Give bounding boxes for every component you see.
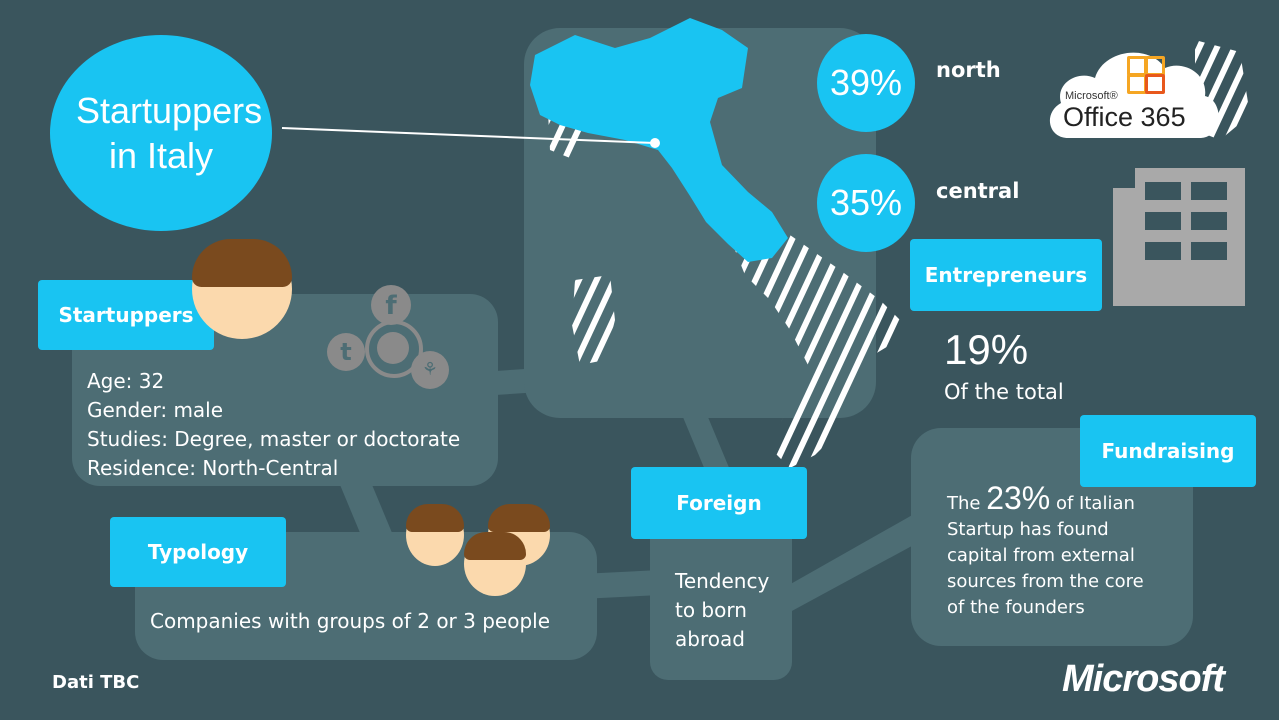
office-icon [1125, 54, 1165, 94]
central-percent: 35% [829, 182, 903, 223]
startuppers-label: Startuppers [38, 280, 214, 350]
office-brand: Microsoft® [1065, 90, 1118, 102]
office365-logo: Microsoft® Office 365 [1043, 38, 1223, 146]
typology-text: Companies with groups of 2 or 3 people [150, 609, 551, 633]
fundraising-line-4: of the founders [947, 597, 1085, 618]
facebook-icon: f [371, 285, 411, 325]
north-label: north [936, 58, 1001, 82]
source-note: Dati TBC [52, 672, 140, 693]
fundraising-text: The 23% of Italian Startup has found cap… [947, 482, 1144, 621]
entrepreneurs-caption: Of the total [944, 380, 1064, 404]
fundraising-line-2: capital from external [947, 545, 1135, 566]
fundraising-prefix: The [947, 493, 987, 514]
north-percent: 39% [829, 62, 903, 103]
foreign-line-1: Tendency [675, 569, 770, 593]
fundraising-line-3: sources from the core [947, 571, 1144, 592]
fundraising-label: Fundraising [1080, 415, 1256, 487]
detail-residence: Residence: North-Central [87, 456, 339, 480]
page-title: Startuppers in Italy [76, 90, 263, 176]
entrepreneurs-value: 19% [944, 326, 1029, 373]
group-avatars [404, 502, 554, 598]
foreign-label: Foreign [631, 467, 807, 539]
north-percent-circle: 39% [817, 34, 915, 132]
share-icon: ⚘ [411, 351, 449, 389]
detail-gender: Gender: male [87, 398, 224, 422]
fundraising-value: 23% [986, 480, 1051, 516]
typology-label: Typology [110, 517, 286, 587]
foreign-line-3: abroad [675, 627, 745, 651]
fundraising-line-1: Startup has found [947, 519, 1109, 540]
detail-studies: Studies: Degree, master or doctorate [87, 427, 461, 451]
microsoft-logo: Microsoft [1062, 658, 1225, 700]
office-product: Office 365 [1063, 102, 1186, 132]
startuppers-details: Age: 32 Gender: male Studies: Degree, ma… [87, 367, 460, 483]
foreign-text: Tendency to born abroad [675, 567, 769, 654]
title-circle: Startuppers in Italy [50, 35, 272, 231]
central-percent-circle: 35% [817, 154, 915, 252]
foreign-panel [650, 520, 792, 680]
twitter-icon: t [327, 333, 365, 371]
person-avatar [189, 236, 295, 342]
building-icon [1113, 168, 1245, 306]
social-network-icon: f t ⚘ [325, 285, 455, 395]
detail-age: Age: 32 [87, 369, 165, 393]
entrepreneurs-label: Entrepreneurs [910, 239, 1102, 311]
foreign-line-2: to born [675, 598, 747, 622]
central-label: central [936, 179, 1020, 203]
pointer-dot [650, 138, 660, 148]
fundraising-text-first: of Italian [1050, 493, 1135, 514]
cloud-icon [1049, 52, 1219, 138]
title-pointer-line [281, 127, 656, 144]
